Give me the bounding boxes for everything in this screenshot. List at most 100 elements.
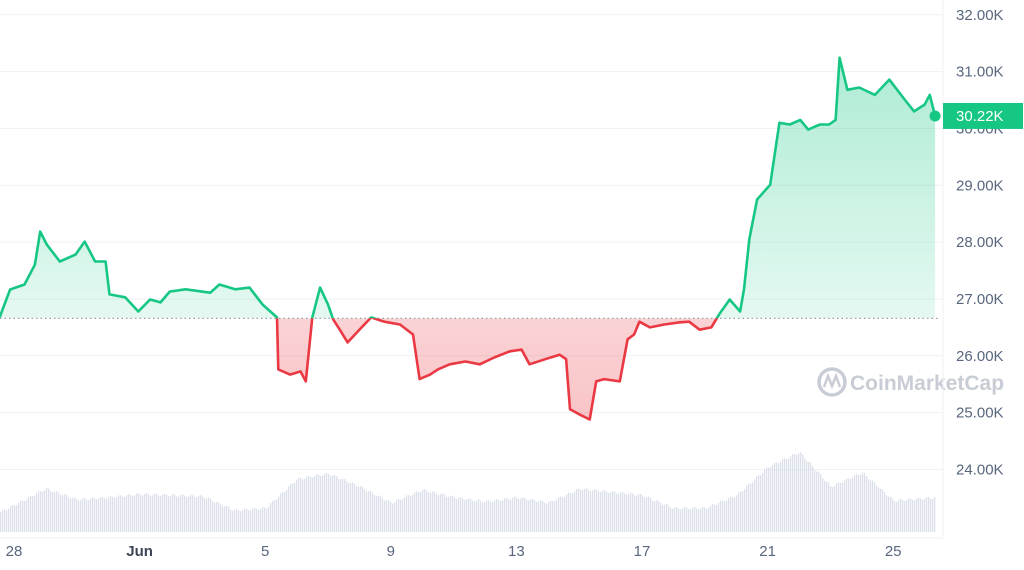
volume-bar (248, 510, 250, 532)
volume-bar (22, 500, 24, 532)
volume-bar (252, 508, 254, 532)
volume-bar (648, 496, 650, 532)
volume-bar (348, 483, 350, 532)
volume-bar (728, 497, 730, 532)
volume-bar (892, 498, 894, 532)
volume-bar (674, 507, 676, 532)
volume-bar (492, 501, 494, 532)
volume-bar (354, 483, 356, 532)
current-price-tag: 30.22K (943, 102, 1023, 129)
volume-bar (842, 482, 844, 532)
volume-bar (676, 507, 678, 532)
volume-bar (800, 452, 802, 532)
volume-bar (486, 500, 488, 532)
volume-bar (230, 509, 232, 532)
volume-bar (402, 499, 404, 532)
volume-bar (744, 489, 746, 532)
volume-bar (552, 500, 554, 532)
volume-bar (210, 498, 212, 532)
volume-bar (284, 491, 286, 532)
volume-bar (276, 499, 278, 532)
volume-bar (898, 499, 900, 532)
volume-bar (104, 498, 106, 532)
volume-bar (764, 469, 766, 532)
volume-bar (394, 502, 396, 532)
volume-bar (766, 467, 768, 532)
volume-bar (888, 496, 890, 532)
volume-bar (494, 500, 496, 532)
volume-bar (130, 495, 132, 532)
volume-bar (750, 483, 752, 532)
volume-bar (622, 491, 624, 532)
volume-bar (274, 500, 276, 532)
price-area-down (0, 318, 936, 420)
x-tick-label: 9 (387, 543, 395, 560)
volume-bar (594, 489, 596, 532)
volume-bar (880, 488, 882, 532)
volume-bar (306, 476, 308, 532)
volume-bar (560, 496, 562, 532)
volume-bar (44, 490, 46, 532)
volume-bar (328, 474, 330, 532)
volume-bar (370, 490, 372, 532)
volume-bar (358, 486, 360, 532)
volume-bar (76, 499, 78, 532)
volume-bar (498, 499, 500, 532)
volume-bar (144, 494, 146, 532)
volume-bar (444, 494, 446, 532)
volume-bar (156, 493, 158, 532)
volume-bar (670, 507, 672, 532)
volume-bar (916, 498, 918, 532)
volume-bar (924, 498, 926, 532)
volume-bar (452, 496, 454, 532)
volume-bar (636, 495, 638, 532)
volume-bar (568, 492, 570, 532)
volume-bar (420, 492, 422, 532)
volume-bar (574, 491, 576, 532)
volume-bar (788, 458, 790, 532)
volume-bar (238, 510, 240, 532)
volume-bar (66, 494, 68, 532)
volume-bar (94, 498, 96, 532)
volume-bar (288, 486, 290, 532)
volume-bar (808, 461, 810, 532)
volume-bar (562, 497, 564, 532)
volume-bar (862, 472, 864, 532)
volume-bar (890, 496, 892, 532)
volume-bar (604, 490, 606, 532)
volume-bar (446, 496, 448, 532)
volume-bar (190, 494, 192, 532)
volume-bar (268, 506, 270, 532)
volume-bar (592, 490, 594, 532)
volume-bar (70, 498, 72, 532)
volume-bar (146, 493, 148, 532)
volume-bar (438, 494, 440, 532)
volume-bar (828, 482, 830, 532)
volume-bar (818, 472, 820, 532)
volume-bar (148, 494, 150, 532)
volume-bar (278, 496, 280, 532)
volume-bar (92, 497, 94, 532)
x-tick-label: 13 (508, 543, 525, 560)
y-tick-label: 31.00K (956, 64, 1004, 81)
volume-bar (482, 502, 484, 532)
volume-bar (564, 496, 566, 532)
volume-bar (298, 477, 300, 532)
volume-bar (382, 498, 384, 532)
volume-bar (756, 476, 758, 532)
volume-bar (374, 495, 376, 532)
volume-bar (260, 508, 262, 532)
volume-bar (708, 507, 710, 532)
volume-bar (266, 508, 268, 532)
volume-bar (804, 458, 806, 532)
volume-bar (524, 497, 526, 532)
volume-bar (528, 500, 530, 532)
volume-bar (4, 509, 6, 532)
volume-bar (62, 495, 64, 532)
volume-bar (54, 491, 56, 532)
volume-bar (132, 496, 134, 532)
volume-bar (576, 489, 578, 532)
volume-bar (176, 496, 178, 532)
volume-bar (388, 500, 390, 532)
volume-bar (540, 500, 542, 532)
